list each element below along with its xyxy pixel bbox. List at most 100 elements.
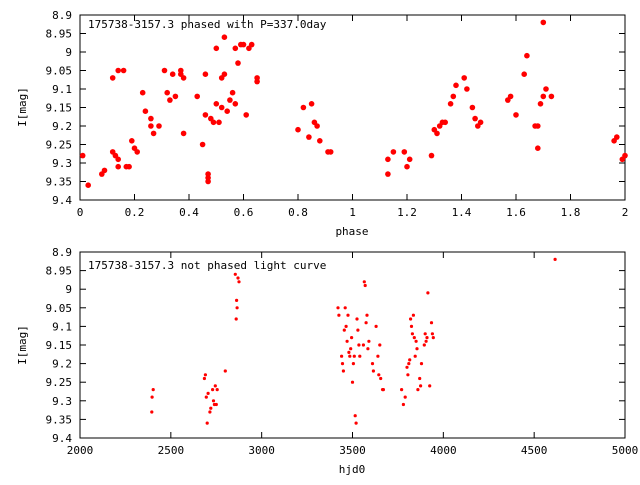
y-tick-label: 9.2 xyxy=(52,120,72,133)
data-point xyxy=(521,71,527,77)
data-point xyxy=(202,112,209,118)
data-point xyxy=(180,75,187,81)
y-tick-label: 9.1 xyxy=(52,320,72,333)
x-tick-label: 3000 xyxy=(248,444,275,457)
data-point xyxy=(211,399,216,403)
x-tick-label: 1.6 xyxy=(506,206,526,219)
data-point xyxy=(349,347,353,351)
data-point xyxy=(209,406,213,410)
data-point xyxy=(214,402,218,407)
data-point xyxy=(235,306,239,310)
data-point xyxy=(203,373,207,377)
data-points xyxy=(150,257,557,425)
data-point xyxy=(410,332,414,336)
data-point xyxy=(540,93,547,100)
y-tick-label: 9.4 xyxy=(52,432,72,445)
data-point xyxy=(180,130,187,137)
data-point xyxy=(385,171,391,177)
data-point xyxy=(430,332,434,336)
chart-title: 175738-3157.3 not phased light curve xyxy=(88,259,326,272)
data-point xyxy=(342,328,346,332)
data-point xyxy=(211,388,215,392)
data-point xyxy=(172,93,179,100)
y-axis-label: I[mag] xyxy=(16,87,29,127)
data-point xyxy=(148,115,154,122)
data-point xyxy=(169,71,176,77)
data-point xyxy=(429,321,434,325)
y-tick-label: 9.1 xyxy=(52,83,72,96)
data-point xyxy=(236,276,240,280)
x-tick-label: 1.8 xyxy=(561,206,581,219)
data-point xyxy=(208,410,212,414)
data-point xyxy=(150,395,154,399)
data-point xyxy=(540,19,547,26)
data-point xyxy=(205,421,209,425)
x-tick-label: 4000 xyxy=(430,444,457,457)
data-point xyxy=(424,339,428,343)
data-point xyxy=(401,402,405,407)
data-point xyxy=(235,60,241,66)
x-axis-ticks: 0 0.2 0.4 0.6 0.8 1 1.2 1.4 1.6 1.8 2 xyxy=(77,15,628,219)
data-point xyxy=(327,149,334,155)
data-point xyxy=(477,119,484,126)
y-tick-label: 9.4 xyxy=(52,194,72,207)
y-tick-label: 9.35 xyxy=(46,176,73,189)
data-point xyxy=(148,123,154,129)
x-axis-label: hjd0 xyxy=(339,463,366,476)
y-tick-label: 8.95 xyxy=(46,28,73,41)
data-point xyxy=(370,362,375,366)
y-tick-label: 9.35 xyxy=(46,413,73,426)
data-point xyxy=(151,388,155,392)
x-tick-label: 0.8 xyxy=(288,206,308,219)
data-point xyxy=(358,354,362,358)
data-point xyxy=(340,362,345,366)
y-tick-label: 9.25 xyxy=(46,139,73,152)
data-point xyxy=(129,138,135,144)
data-point xyxy=(428,152,435,159)
data-point xyxy=(344,324,348,328)
data-point xyxy=(234,317,238,321)
data-point xyxy=(204,395,208,399)
y-axis-ticks: 8.9 8.95 9 9.05 9.1 9.15 9.2 9.25 9.3 9.35 9.4 xyxy=(46,9,625,207)
data-point xyxy=(354,421,358,425)
data-point xyxy=(411,313,415,317)
data-point xyxy=(614,134,620,140)
data-point xyxy=(337,313,341,317)
data-point xyxy=(115,67,121,74)
data-point xyxy=(346,313,350,317)
x-tick-label: 5000 xyxy=(612,444,639,457)
data-point xyxy=(202,71,209,77)
data-point xyxy=(300,104,307,111)
data-point xyxy=(248,41,255,48)
data-point xyxy=(205,175,211,181)
data-point xyxy=(237,280,241,284)
data-point xyxy=(403,395,407,399)
data-point xyxy=(357,343,361,347)
data-point xyxy=(406,156,413,163)
data-point xyxy=(464,86,470,92)
data-point xyxy=(139,89,146,96)
data-point xyxy=(379,376,383,381)
data-point xyxy=(79,152,86,159)
y-tick-label: 9.3 xyxy=(52,157,72,170)
data-point xyxy=(400,388,404,392)
data-point xyxy=(507,93,514,100)
data-point xyxy=(254,78,260,85)
data-point xyxy=(115,163,121,170)
data-point xyxy=(390,149,397,155)
x-tick-label: 0.4 xyxy=(179,206,199,219)
data-point xyxy=(356,328,360,332)
data-point xyxy=(215,388,219,392)
plot-frame xyxy=(79,251,626,439)
data-point xyxy=(85,182,91,188)
data-point xyxy=(350,336,354,340)
data-point xyxy=(419,384,423,388)
unphased-light-curve-panel: 8.9 8.95 9 9.05 9.1 9.15 9.2 9.25 9.3 9.35 9.4 200… xyxy=(16,246,638,476)
data-point xyxy=(385,156,391,163)
y-axis-ticks: 8.9 8.95 9 9.05 9.1 9.15 9.2 9.25 9.3 9.35 9.4 xyxy=(46,246,625,445)
data-point xyxy=(431,336,435,340)
data-point xyxy=(409,317,413,321)
data-point xyxy=(221,34,228,40)
data-point xyxy=(240,41,247,48)
data-point xyxy=(134,149,140,155)
